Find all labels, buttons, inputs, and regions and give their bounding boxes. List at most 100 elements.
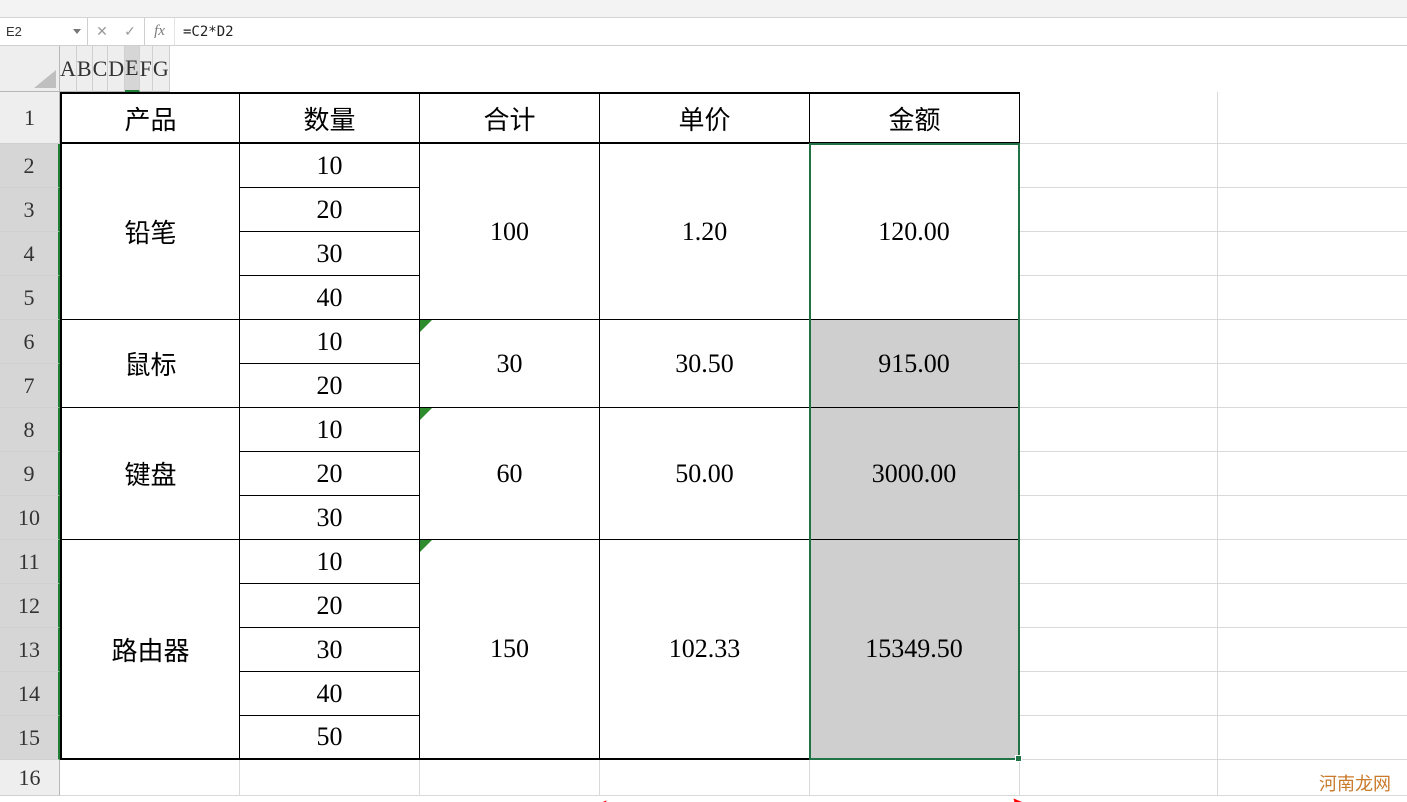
qty-cell[interactable]: 30 [240, 496, 420, 540]
row-header-13[interactable]: 13 [0, 628, 60, 672]
row-header-12[interactable]: 12 [0, 584, 60, 628]
qty-cell[interactable]: 40 [240, 276, 420, 320]
empty-cell[interactable] [1218, 232, 1407, 276]
col-header-E[interactable]: E [125, 46, 139, 92]
product-name[interactable]: 键盘 [60, 408, 240, 540]
amount-cell[interactable]: 3000.00 [810, 408, 1020, 540]
row-header-3[interactable]: 3 [0, 188, 60, 232]
fx-icon[interactable]: fx [145, 18, 175, 45]
qty-cell[interactable]: 20 [240, 364, 420, 408]
empty-cell[interactable] [1218, 408, 1407, 452]
empty-cell[interactable] [1218, 628, 1407, 672]
amount-cell[interactable]: 120.00 [810, 144, 1020, 320]
product-name[interactable]: 路由器 [60, 540, 240, 760]
row-header-10[interactable]: 10 [0, 496, 60, 540]
price-cell[interactable]: 50.00 [600, 408, 810, 540]
header-D[interactable]: 单价 [600, 92, 810, 144]
empty-cell[interactable] [1020, 188, 1218, 232]
header-E[interactable]: 金额 [810, 92, 1020, 144]
empty-cell[interactable] [1218, 188, 1407, 232]
enter-icon[interactable]: ✓ [116, 23, 144, 40]
spreadsheet-grid[interactable]: ABCDEFG 12345678910111213141516 产品数量合计单价… [0, 46, 1407, 796]
col-header-C[interactable]: C [93, 46, 109, 92]
empty-cell[interactable] [1218, 584, 1407, 628]
col-header-A[interactable]: A [60, 46, 77, 92]
price-cell[interactable]: 1.20 [600, 144, 810, 320]
qty-cell[interactable]: 50 [240, 716, 420, 760]
sum-cell[interactable]: 60 [420, 408, 600, 540]
row-header-8[interactable]: 8 [0, 408, 60, 452]
sum-cell[interactable]: 150 [420, 540, 600, 760]
qty-cell[interactable]: 40 [240, 672, 420, 716]
sum-cell[interactable]: 30 [420, 320, 600, 408]
empty-cell[interactable] [240, 760, 420, 796]
empty-cell[interactable] [1020, 716, 1218, 760]
row-header-15[interactable]: 15 [0, 716, 60, 760]
price-cell[interactable]: 102.33 [600, 540, 810, 760]
empty-cell[interactable] [1020, 364, 1218, 408]
row-header-9[interactable]: 9 [0, 452, 60, 496]
row-header-5[interactable]: 5 [0, 276, 60, 320]
qty-cell[interactable]: 20 [240, 452, 420, 496]
col-header-F[interactable]: F [140, 46, 153, 92]
header-C[interactable]: 合计 [420, 92, 600, 144]
empty-cell[interactable] [810, 760, 1020, 796]
name-box[interactable]: E2 [0, 18, 88, 45]
row-header-2[interactable]: 2 [0, 144, 60, 188]
cancel-icon[interactable]: ✕ [88, 23, 116, 40]
qty-cell[interactable]: 30 [240, 232, 420, 276]
empty-cell[interactable] [1020, 320, 1218, 364]
empty-cell[interactable] [1020, 92, 1218, 144]
sum-cell[interactable]: 100 [420, 144, 600, 320]
col-header-G[interactable]: G [153, 46, 170, 92]
col-header-B[interactable]: B [77, 46, 93, 92]
qty-cell[interactable]: 10 [240, 320, 420, 364]
empty-cell[interactable] [1218, 496, 1407, 540]
empty-cell[interactable] [1218, 276, 1407, 320]
product-name[interactable]: 鼠标 [60, 320, 240, 408]
empty-cell[interactable] [1218, 716, 1407, 760]
empty-cell[interactable] [1020, 672, 1218, 716]
qty-cell[interactable]: 20 [240, 584, 420, 628]
amount-cell[interactable]: 915.00 [810, 320, 1020, 408]
empty-cell[interactable] [1020, 276, 1218, 320]
empty-cell[interactable] [1218, 144, 1407, 188]
row-header-16[interactable]: 16 [0, 760, 60, 796]
qty-cell[interactable]: 10 [240, 408, 420, 452]
empty-cell[interactable] [1218, 364, 1407, 408]
row-header-1[interactable]: 1 [0, 92, 60, 144]
row-header-6[interactable]: 6 [0, 320, 60, 364]
empty-cell[interactable] [1020, 496, 1218, 540]
qty-cell[interactable]: 10 [240, 144, 420, 188]
qty-cell[interactable]: 20 [240, 188, 420, 232]
qty-cell[interactable]: 10 [240, 540, 420, 584]
amount-cell[interactable]: 15349.50 [810, 540, 1020, 760]
empty-cell[interactable] [1218, 92, 1407, 144]
empty-cell[interactable] [1020, 628, 1218, 672]
chevron-down-icon[interactable] [73, 29, 81, 34]
select-all-corner[interactable] [0, 46, 60, 92]
empty-cell[interactable] [1020, 452, 1218, 496]
header-B[interactable]: 数量 [240, 92, 420, 144]
empty-cell[interactable] [60, 760, 240, 796]
row-header-14[interactable]: 14 [0, 672, 60, 716]
header-A[interactable]: 产品 [60, 92, 240, 144]
empty-cell[interactable] [1218, 540, 1407, 584]
empty-cell[interactable] [1218, 320, 1407, 364]
empty-cell[interactable] [1020, 584, 1218, 628]
qty-cell[interactable]: 30 [240, 628, 420, 672]
empty-cell[interactable] [1020, 144, 1218, 188]
empty-cell[interactable] [1218, 672, 1407, 716]
empty-cell[interactable] [1020, 232, 1218, 276]
empty-cell[interactable] [420, 760, 600, 796]
empty-cell[interactable] [1020, 540, 1218, 584]
price-cell[interactable]: 30.50 [600, 320, 810, 408]
row-header-11[interactable]: 11 [0, 540, 60, 584]
col-header-D[interactable]: D [108, 46, 125, 92]
empty-cell[interactable] [600, 760, 810, 796]
empty-cell[interactable] [1218, 452, 1407, 496]
row-header-4[interactable]: 4 [0, 232, 60, 276]
row-header-7[interactable]: 7 [0, 364, 60, 408]
empty-cell[interactable] [1020, 408, 1218, 452]
formula-input[interactable]: =C2*D2 [175, 18, 1407, 45]
